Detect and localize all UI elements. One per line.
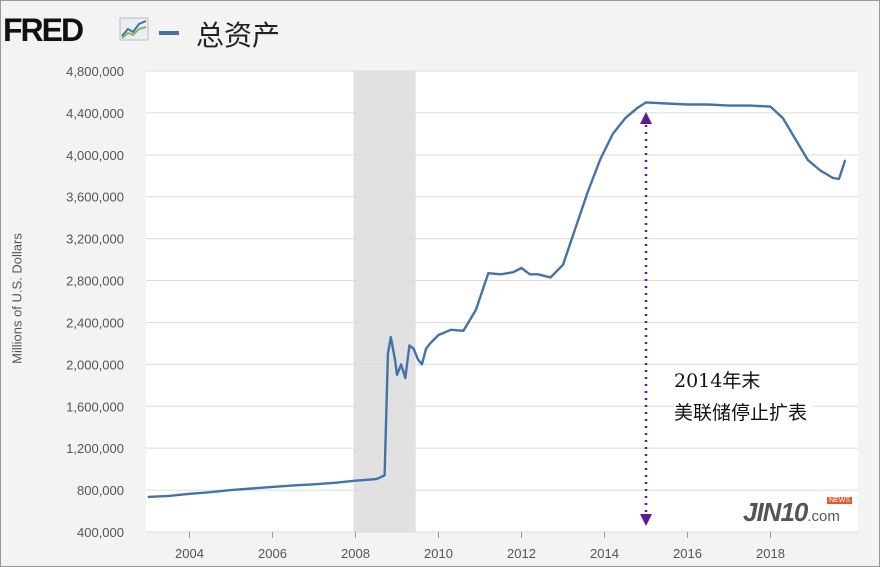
data-point	[549, 276, 552, 279]
x-tick-label: 2010	[424, 546, 453, 561]
annotation: 2014年末 美联储停止扩表	[674, 365, 814, 429]
data-point	[354, 480, 357, 482]
data-point	[637, 107, 639, 109]
data-point	[383, 474, 386, 477]
data-point	[819, 169, 821, 172]
data-point	[387, 353, 389, 355]
y-tick-label: 3,200,000	[66, 232, 124, 247]
data-point	[417, 358, 419, 360]
fred-logo: FRED	[3, 12, 84, 48]
y-tick-label: 400,000	[77, 525, 124, 540]
chart-title: 总资产	[196, 19, 281, 52]
annotation-line-1: 2014年末	[674, 370, 761, 392]
annotation-line-2: 美联储停止扩表	[674, 402, 808, 424]
data-point	[844, 159, 846, 161]
data-point	[612, 133, 614, 135]
data-point	[313, 483, 315, 485]
data-point	[413, 348, 415, 350]
y-tick-label: 800,000	[77, 483, 124, 498]
data-point	[462, 330, 464, 332]
data-point	[645, 101, 647, 104]
watermark-text: JIN10	[743, 497, 808, 527]
data-point	[390, 336, 392, 338]
data-point	[529, 273, 531, 275]
data-point	[500, 273, 502, 275]
x-tick-label: 2004	[175, 546, 204, 561]
y-tick-label: 4,400,000	[66, 106, 124, 121]
data-point	[408, 344, 411, 347]
data-point	[375, 478, 377, 480]
y-tick-label: 1,600,000	[66, 399, 124, 414]
data-point	[209, 491, 211, 493]
watermark: JIN10.com	[743, 497, 840, 528]
data-point	[574, 227, 577, 229]
data-point	[437, 334, 440, 336]
y-tick-label: 2,000,000	[66, 357, 124, 372]
data-point	[230, 489, 232, 491]
data-point	[782, 117, 784, 119]
data-point	[562, 264, 564, 266]
x-tick-label: 2008	[341, 546, 370, 561]
data-point	[450, 329, 452, 331]
data-point	[832, 177, 834, 179]
data-point	[686, 103, 689, 106]
plot-area	[146, 71, 858, 532]
x-tick-label: 2012	[507, 546, 536, 561]
data-point	[537, 273, 539, 275]
chart-header: FRED 总资产	[1, 1, 879, 59]
y-tick-label: 2,800,000	[66, 274, 124, 289]
watermark-badge: NEWS	[827, 497, 852, 504]
data-point	[251, 487, 253, 490]
data-point	[512, 271, 514, 273]
data-point	[334, 482, 336, 484]
data-point	[599, 158, 601, 160]
y-tick-label: 2,400,000	[66, 315, 124, 330]
data-point	[404, 377, 406, 379]
data-point	[400, 363, 402, 365]
data-point	[794, 138, 797, 140]
x-tick-label: 2018	[756, 546, 785, 561]
x-tick-label: 2006	[258, 546, 287, 561]
data-point	[188, 493, 191, 495]
data-point	[421, 363, 423, 365]
y-axis-label: Millions of U.S. Dollars	[9, 233, 25, 364]
data-point	[769, 106, 772, 108]
data-point	[666, 102, 668, 105]
data-point	[728, 104, 730, 107]
watermark-suffix: .com	[807, 508, 840, 525]
data-point	[396, 374, 398, 376]
x-tick-label: 2014	[590, 546, 619, 561]
data-point	[487, 272, 489, 274]
data-point	[429, 342, 431, 345]
data-point	[394, 358, 396, 360]
fred-graph-icon	[119, 17, 149, 41]
y-tick-label: 4,000,000	[66, 148, 124, 163]
data-point	[475, 309, 477, 311]
y-tick-label: 1,200,000	[66, 441, 124, 456]
data-point	[147, 496, 149, 498]
data-point	[707, 103, 709, 106]
data-point	[292, 484, 294, 486]
data-point	[425, 348, 427, 350]
data-point	[624, 117, 626, 119]
annotation-arrow-up	[640, 112, 652, 124]
y-tick-label: 3,600,000	[66, 190, 124, 205]
data-point	[271, 486, 274, 488]
data-point	[587, 190, 589, 193]
legend-dash	[159, 31, 179, 35]
data-point	[749, 104, 751, 107]
y-tick-label: 4,800,000	[66, 64, 124, 79]
annotation-arrow-down	[640, 514, 652, 526]
data-point	[807, 159, 809, 161]
data-point	[838, 178, 840, 180]
data-point	[520, 267, 523, 269]
x-tick-label: 2016	[673, 546, 702, 561]
data-point	[168, 495, 170, 497]
